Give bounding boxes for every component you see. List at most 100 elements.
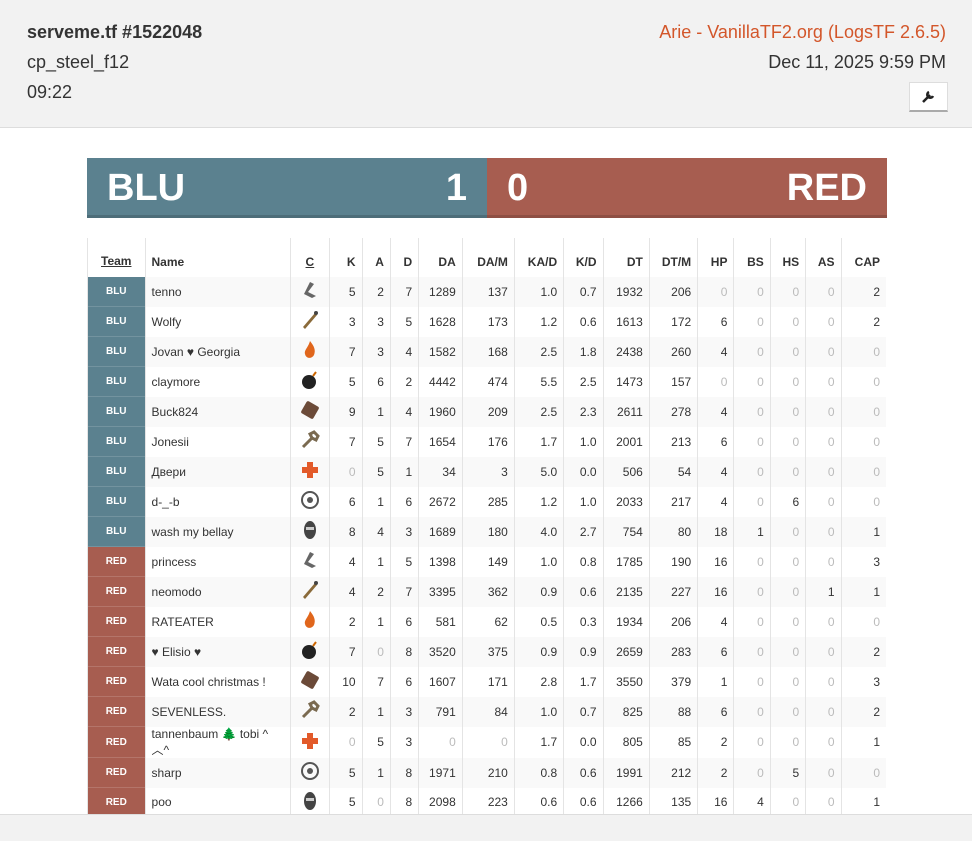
player-name[interactable]: tenno — [144, 276, 291, 307]
column-header[interactable]: Name — [144, 238, 291, 277]
column-header[interactable]: K/D — [563, 238, 604, 277]
player-name[interactable]: RATEATER — [144, 606, 291, 637]
player-name[interactable]: wash my bellay — [144, 516, 291, 547]
stat-cell: 2098 — [418, 787, 463, 817]
class-icon-cell — [289, 726, 330, 758]
player-name[interactable]: claymore — [144, 366, 291, 397]
stat-cell: 1785 — [602, 546, 650, 577]
column-header[interactable]: K — [329, 238, 363, 277]
stat-cell: 0 — [840, 396, 886, 427]
stat-cell: 1934 — [602, 606, 650, 637]
team-cell: RED — [87, 636, 146, 667]
stat-cell: 157 — [648, 366, 698, 397]
stat-cell: 0 — [805, 636, 842, 667]
player-row: RED SEVENLESS. 2 1 3 791 84 1.0 0.7 825 88 6 0 0 0 2 — [87, 696, 886, 727]
stat-cell: 0 — [769, 576, 806, 607]
stat-cell: 0 — [733, 576, 771, 607]
player-name[interactable]: Двери — [144, 456, 291, 487]
stat-cell: 0 — [805, 666, 842, 697]
stat-cell: 1 — [697, 666, 734, 697]
class-icon-cell — [289, 787, 330, 817]
stat-cell: 16 — [697, 546, 734, 577]
stat-cell: 8 — [389, 787, 419, 817]
stat-cell: 16 — [697, 787, 734, 817]
player-name[interactable]: tannenbaum 🌲 tobi ^︿^ — [144, 726, 291, 758]
player-name[interactable]: SEVENLESS. — [144, 696, 291, 727]
column-header[interactable]: A — [361, 238, 391, 277]
stat-cell: 0 — [805, 546, 842, 577]
stat-cell: 0 — [361, 636, 391, 667]
stat-cell: 0.8 — [513, 757, 564, 788]
stat-cell: 0 — [733, 276, 771, 307]
team-cell: RED — [87, 576, 146, 607]
stat-cell: 0 — [769, 666, 806, 697]
column-header[interactable]: D — [389, 238, 419, 277]
class-icon — [301, 462, 318, 478]
team-cell: RED — [87, 546, 146, 577]
stat-cell: 5 — [769, 757, 806, 788]
stat-cell: 4 — [361, 516, 391, 547]
player-name[interactable]: Wata cool christmas ! — [144, 666, 291, 697]
stat-cell: 5 — [329, 276, 363, 307]
column-header[interactable]: C — [289, 238, 330, 277]
player-name[interactable]: d-_-b — [144, 486, 291, 517]
stat-cell: 5 — [389, 546, 419, 577]
stat-cell: 2001 — [602, 426, 650, 457]
column-header[interactable]: DT — [602, 238, 650, 277]
class-icon — [302, 581, 318, 599]
player-name[interactable]: neomodo — [144, 576, 291, 607]
column-header[interactable]: HS — [769, 238, 806, 277]
stat-cell: 4442 — [418, 366, 463, 397]
player-name[interactable]: Jovan ♥ Georgia — [144, 336, 291, 367]
stat-cell: 825 — [602, 696, 650, 727]
stat-cell: 1.0 — [513, 276, 564, 307]
stat-cell: 0 — [805, 306, 842, 337]
settings-button[interactable] — [909, 82, 948, 112]
stat-cell: 1 — [840, 726, 886, 758]
player-name[interactable]: princess — [144, 546, 291, 577]
stat-cell: 223 — [461, 787, 515, 817]
player-name[interactable]: poo — [144, 787, 291, 817]
stat-cell: 0.6 — [563, 757, 604, 788]
red-score-panel: 0 RED — [487, 158, 887, 218]
player-name[interactable]: ♥ Elisio ♥ — [144, 636, 291, 667]
stat-cell: 5 — [329, 366, 363, 397]
stat-cell: 1 — [840, 787, 886, 817]
stat-cell: 2.5 — [513, 396, 564, 427]
uploader-link[interactable]: Arie - VanillaTF2.org (LogsTF 2.6.5) — [659, 22, 946, 42]
stat-cell: 0 — [805, 787, 842, 817]
class-icon-cell — [289, 306, 330, 337]
column-header[interactable]: DA/M — [461, 238, 515, 277]
player-row: BLU tenno 5 2 7 1289 137 1.0 0.7 1932 206 0 0 0 0 2 — [87, 276, 886, 307]
score-bar: BLU 1 0 RED — [87, 158, 887, 218]
column-header[interactable]: Team — [87, 238, 146, 277]
column-header[interactable]: DT/M — [648, 238, 698, 277]
stat-cell: 1 — [840, 576, 886, 607]
stat-cell: 0 — [697, 276, 734, 307]
player-name[interactable]: Jonesii — [144, 426, 291, 457]
stat-cell: 2.8 — [513, 666, 564, 697]
column-header[interactable]: CAP — [840, 238, 886, 277]
stat-cell: 6 — [697, 696, 734, 727]
column-header[interactable]: BS — [733, 238, 771, 277]
stat-cell: 7 — [389, 576, 419, 607]
player-name[interactable]: Buck824 — [144, 396, 291, 427]
stat-cell: 0.0 — [563, 726, 604, 758]
player-row: BLU d-_-b 6 1 6 2672 285 1.2 1.0 2033 217 4 0 6 0 0 — [87, 486, 886, 517]
column-header[interactable]: KA/D — [513, 238, 564, 277]
stat-cell: 1582 — [418, 336, 463, 367]
stat-cell: 0.6 — [563, 306, 604, 337]
class-icon — [302, 311, 318, 329]
header-row: Team Name C K A D DA DA/M KA/D K/D DT DT/M HP BS HS AS C… — [87, 238, 886, 277]
stat-cell: 5.5 — [513, 366, 564, 397]
column-header[interactable]: HP — [697, 238, 734, 277]
player-name[interactable]: sharp — [144, 757, 291, 788]
stat-cell: 375 — [461, 636, 515, 667]
column-header[interactable]: DA — [418, 238, 463, 277]
player-name[interactable]: Wolfy — [144, 306, 291, 337]
player-row: RED tannenbaum 🌲 tobi ^︿^ 0 5 3 0 0 1.7 0.0 805 85… — [87, 726, 886, 758]
column-header[interactable]: AS — [805, 238, 842, 277]
stat-cell: 0 — [733, 306, 771, 337]
stat-cell: 0 — [769, 306, 806, 337]
stat-cell: 1.2 — [513, 306, 564, 337]
